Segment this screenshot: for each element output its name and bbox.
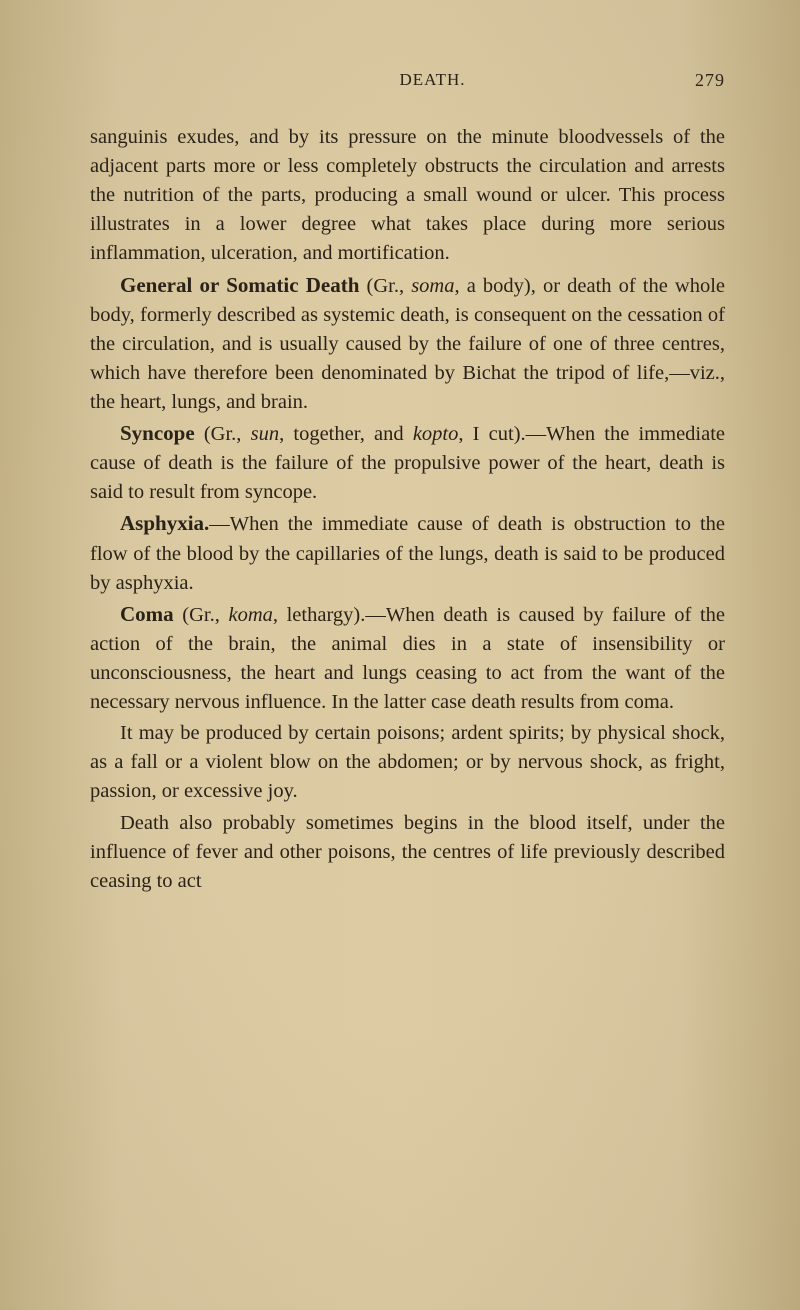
- paragraph-4: Asphyxia.—When the immediate cause of de…: [90, 509, 725, 597]
- paragraph-3: Syncope (Gr., sun, together, and kopto, …: [90, 419, 725, 507]
- page-header: DEATH. 279: [90, 70, 725, 91]
- page-number: 279: [695, 70, 725, 91]
- p7-text: Death also probably sometimes begins in …: [90, 812, 725, 892]
- p3-italic-sun: sun: [251, 423, 279, 445]
- term-asphyxia: Asphyxia.: [120, 511, 209, 535]
- paragraph-2: General or Somatic Death (Gr., soma, a b…: [90, 271, 725, 418]
- document-page: DEATH. 279 sanguinis exudes, and by its …: [0, 0, 800, 1310]
- paragraph-7: Death also probably sometimes begins in …: [90, 809, 725, 896]
- p3-mid1: , together, and: [279, 423, 413, 445]
- term-general-somatic-death: General or Somatic Death: [120, 273, 359, 297]
- header-title: DEATH.: [400, 70, 466, 91]
- p2-etym: (Gr.,: [359, 275, 411, 297]
- p3-italic-kopto: kopto: [413, 423, 459, 445]
- term-syncope: Syncope: [120, 421, 195, 445]
- paragraph-5: Coma (Gr., koma, lethargy).—When death i…: [90, 600, 725, 717]
- p6-text: It may be produced by certain poisons; a…: [90, 722, 725, 802]
- p1-text: sanguinis exudes, and by its pressure on…: [90, 126, 725, 264]
- p3-etym: (Gr.,: [195, 423, 251, 445]
- paragraph-1: sanguinis exudes, and by its pressure on…: [90, 123, 725, 269]
- body-text: sanguinis exudes, and by its pressure on…: [90, 123, 725, 896]
- p5-etym: (Gr.,: [174, 604, 229, 626]
- p2-italic-soma: soma: [411, 275, 454, 297]
- paragraph-6: It may be produced by certain poisons; a…: [90, 719, 725, 806]
- term-coma: Coma: [120, 602, 174, 626]
- p5-italic-koma: koma: [228, 604, 272, 626]
